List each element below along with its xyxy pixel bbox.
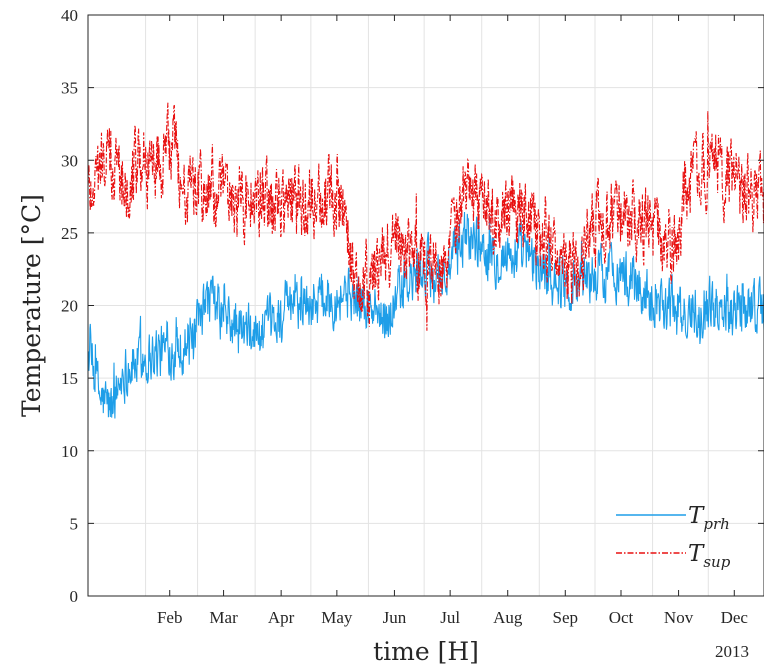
legend-label-main: T <box>688 541 705 567</box>
x-tick-label: Oct <box>609 608 634 627</box>
legend-label: Tprh <box>688 503 730 533</box>
x-tick-label: Mar <box>209 608 238 627</box>
y-tick-label: 20 <box>61 297 78 316</box>
x-axis-label: time [H] <box>373 637 479 666</box>
x-tick-label: Sep <box>553 608 579 627</box>
legend-label-subscript: prh <box>703 515 729 533</box>
x-tick-label: Jun <box>383 608 407 627</box>
legend-label-subscript: sup <box>703 553 730 571</box>
legend-label: Tsup <box>688 541 731 571</box>
axis-ticks: 0 5 10 15 20 25 30 35 40 Feb Mar Apr May Jun Jul Aug Sep… <box>61 6 764 627</box>
year-label: 2013 <box>715 642 749 661</box>
x-tick-label: Nov <box>664 608 694 627</box>
x-tick-label: Jul <box>440 608 460 627</box>
y-tick-label: 25 <box>61 224 78 243</box>
y-tick-label: 5 <box>70 514 79 533</box>
y-tick-label: 15 <box>61 369 78 388</box>
x-tick-label: Feb <box>157 608 183 627</box>
legend-label-main: T <box>688 503 705 529</box>
y-axis-label: Temperature [°C] <box>17 194 46 417</box>
y-tick-label: 30 <box>61 151 78 170</box>
y-tick-label: 35 <box>61 79 78 98</box>
series-line-t-sup <box>88 102 764 331</box>
y-tick-label: 10 <box>61 442 78 461</box>
y-tick-label: 40 <box>61 6 78 25</box>
series-area <box>88 102 764 419</box>
x-tick-label: Apr <box>268 608 295 627</box>
x-tick-label: Dec <box>721 608 749 627</box>
x-tick-label: May <box>321 608 353 627</box>
y-tick-label: 0 <box>70 587 79 606</box>
series-line-t-prh <box>88 211 764 419</box>
x-tick-label: Aug <box>493 608 523 627</box>
